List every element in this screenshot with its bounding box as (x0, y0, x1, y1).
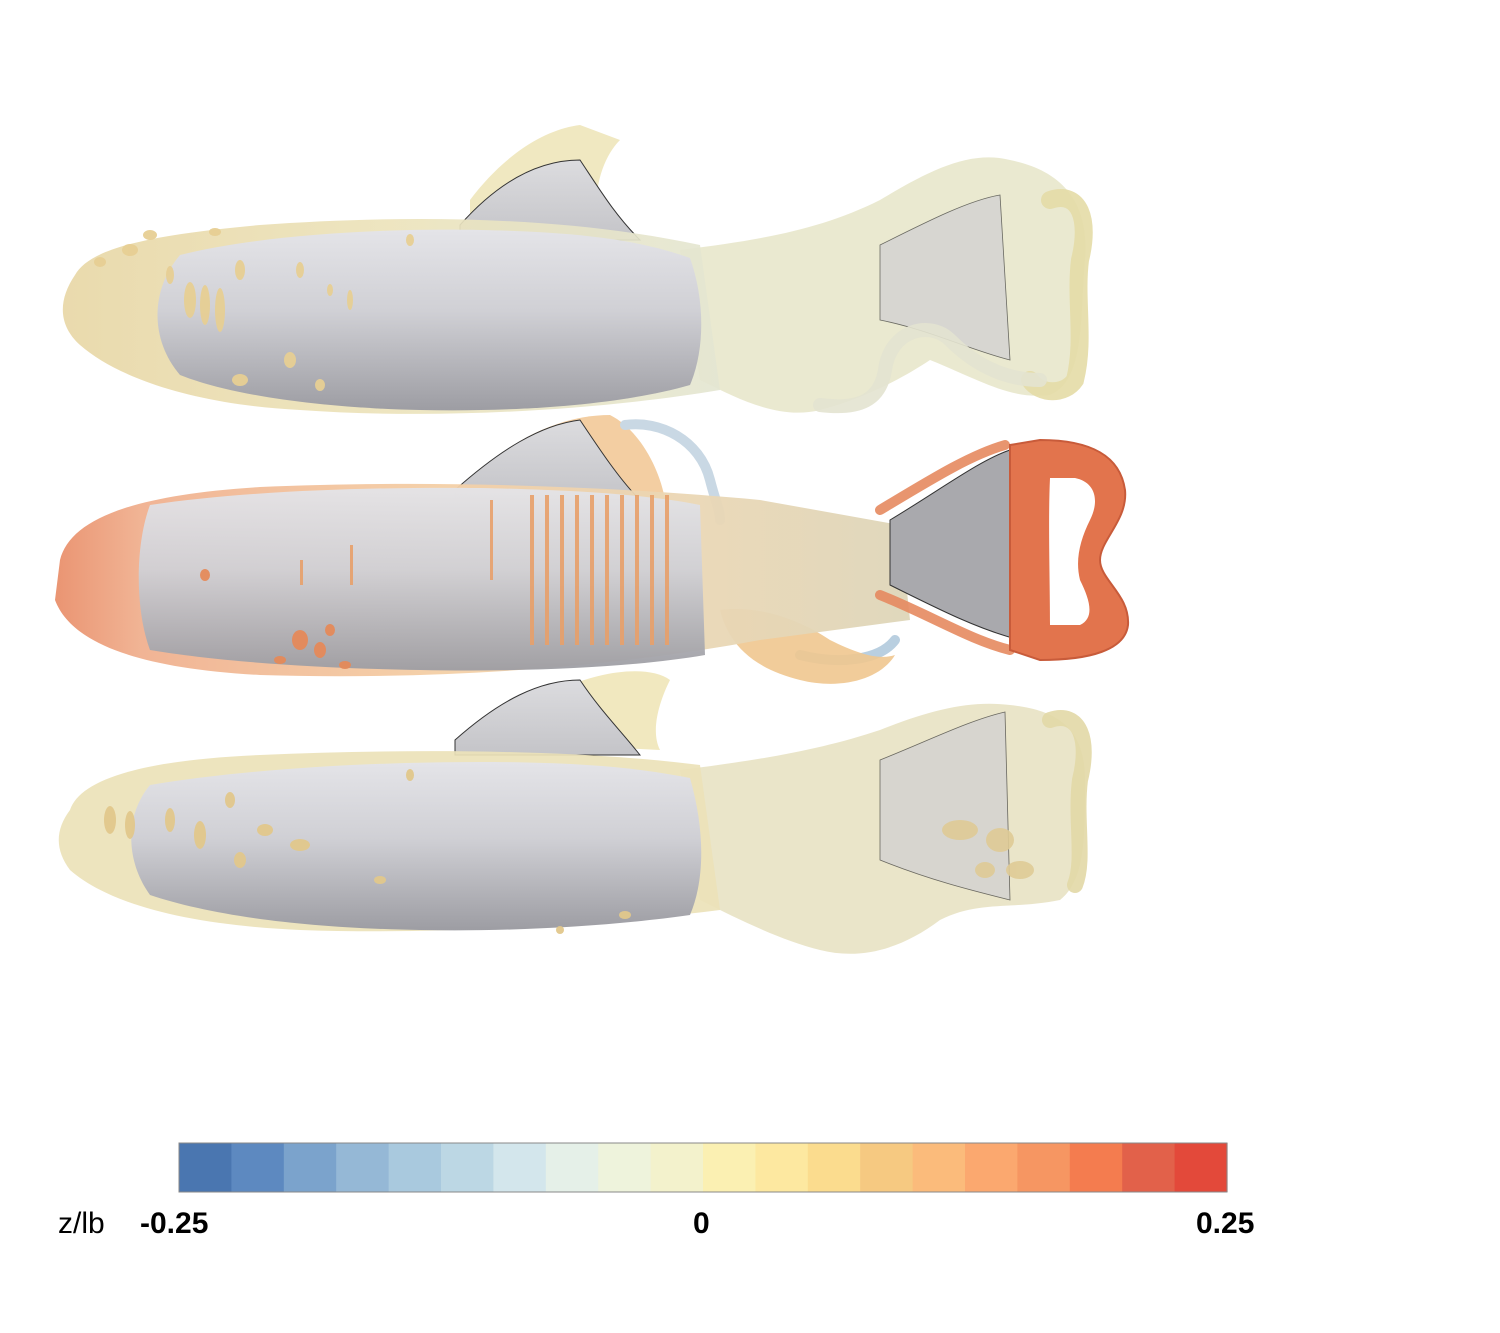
middle-body-panel (55, 415, 1130, 684)
middle-wake-speckles (200, 569, 351, 669)
colorbar-segment (1174, 1143, 1228, 1192)
colorbar-segment (650, 1143, 704, 1192)
colorbar-variable-label: z/lb (58, 1207, 105, 1240)
colorbar-segment (807, 1143, 861, 1192)
bottom-dorsal-fin (454, 679, 642, 756)
middle-wake-bands (300, 495, 669, 645)
middle-tail-wake-edge (875, 440, 1015, 655)
colorbar-segment (179, 1143, 232, 1192)
colorbar-min-label: -0.25 (140, 1207, 209, 1240)
colorbar-segment (441, 1143, 494, 1192)
top-body-panel (62, 125, 1093, 414)
bottom-wake-speckles (104, 769, 631, 934)
colorbar-segment (1017, 1143, 1071, 1192)
bottom-vortex-ring (1042, 710, 1092, 893)
colorbar-segment (388, 1143, 442, 1192)
colorbar-segment (755, 1143, 809, 1192)
colorbar-max-label: 0.25 (1196, 1207, 1255, 1240)
colorbar-segment (860, 1143, 914, 1192)
bottom-tail-fin (879, 711, 1011, 901)
colorbar-segment (283, 1143, 337, 1192)
colorbar-segment (598, 1143, 652, 1192)
colorbar-segment (493, 1143, 547, 1192)
colorbar-segment (1069, 1143, 1123, 1192)
colorbar-mid-label: 0 (693, 1207, 710, 1240)
top-wake-speckles (94, 228, 414, 391)
top-vortex-ring (1021, 189, 1093, 401)
colorbar-segment (336, 1143, 390, 1192)
bottom-body (131, 762, 702, 931)
colorbar-frame (178, 1142, 1228, 1193)
colorbar-segment (912, 1143, 966, 1192)
colorbar-segment (703, 1143, 756, 1192)
colorbar-segment (965, 1143, 1018, 1192)
colorbar-segment (231, 1143, 285, 1192)
top-dorsal-fin (459, 159, 642, 241)
middle-vortex-hole (1049, 478, 1095, 625)
bottom-vortex-blobs (942, 820, 1034, 879)
colorbar (179, 1143, 1228, 1192)
bottom-body-panel (58, 671, 1092, 954)
middle-dorsal-fin (454, 419, 642, 501)
colorbar-segment (545, 1143, 599, 1192)
top-trailing-tube (813, 323, 1047, 414)
colorbar-segment (1122, 1143, 1176, 1192)
